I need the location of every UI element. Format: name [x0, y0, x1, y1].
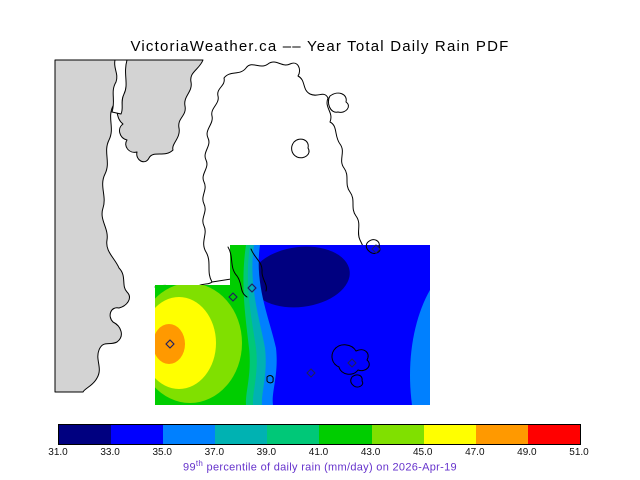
caption: 99th percentile of daily rain (mm/day) o… [0, 459, 640, 474]
colorbar-tick-label: 37.0 [204, 447, 225, 458]
colorbar-tick-label: 45.0 [412, 447, 433, 458]
station-marker [228, 292, 238, 302]
island-outline-large [331, 344, 370, 375]
colorbar-tick-label: 33.0 [100, 447, 120, 458]
colorbar-tick-label: 35.0 [152, 447, 172, 458]
colorbar-cell [423, 425, 476, 444]
colorbar-tick-label: 51.0 [569, 447, 589, 458]
colorbar-tick-label: 39.0 [256, 447, 277, 458]
colorbar-tick-label: 41.0 [308, 447, 329, 458]
colorbar-cell [527, 425, 580, 444]
colorbar-cell [215, 425, 268, 444]
page-title: VictoriaWeather.ca –– Year Total Daily R… [130, 38, 510, 55]
colorbar-tick-label: 47.0 [465, 447, 485, 458]
station-marker [247, 283, 257, 293]
colorbar-labels: 31.0 33.0 35.0 37.0 39.0 41.0 43.0 45.0 47.0 49.0… [48, 447, 588, 459]
colorbar-cell [111, 425, 164, 444]
station-marker [371, 244, 381, 254]
peninsula-coastline [202, 61, 366, 283]
island-outline-small [350, 374, 364, 388]
contour-east-35-37 [410, 290, 430, 405]
colorbar-tick-label: 31.0 [48, 447, 68, 458]
station-marker [347, 358, 357, 368]
colorbar-cell [319, 425, 372, 444]
colorbar-tick-label: 43.0 [360, 447, 381, 458]
colorbar-cell [163, 425, 216, 444]
station-markers [165, 244, 381, 378]
contour-max-core-47-49 [155, 324, 185, 364]
landmass-west [54, 59, 204, 393]
colorbar-cell [59, 425, 112, 444]
colorbar-cell [475, 425, 528, 444]
inlet-channel [111, 59, 128, 115]
colorbar-tick-label: 49.0 [517, 447, 537, 458]
lake-outline [291, 138, 310, 159]
islet-northeast [327, 92, 349, 113]
caption-prefix: 99 [183, 461, 196, 474]
harbour-coast-line-2 [250, 248, 267, 292]
colorbar-cell [267, 425, 320, 444]
colorbar [58, 424, 581, 445]
caption-text: percentile of daily rain (mm/day) on 202… [203, 461, 457, 474]
harbour-coast-line-1 [227, 246, 248, 298]
colorbar-cell [371, 425, 424, 444]
caption-superscript: th [195, 459, 204, 468]
station-marker [306, 368, 316, 378]
station-marker [165, 339, 175, 349]
contour-field [155, 245, 430, 405]
contour-min-core-31-33 [250, 246, 350, 308]
island-outline-tiny [266, 375, 274, 384]
island-outline-northeast [365, 239, 381, 254]
